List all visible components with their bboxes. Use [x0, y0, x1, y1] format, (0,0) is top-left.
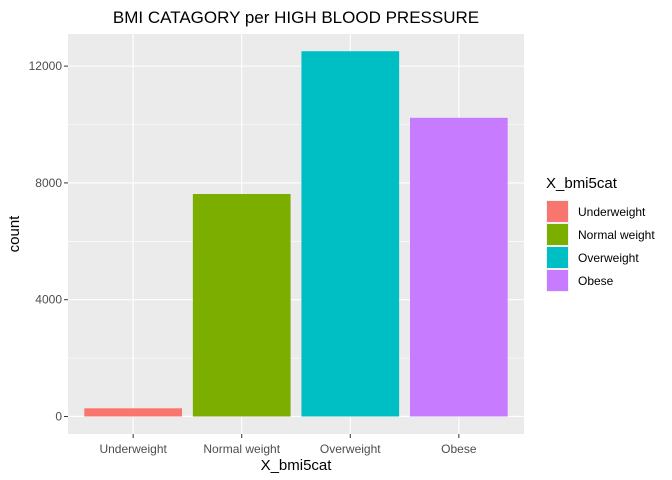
x-tick-label-underweight: Underweight [99, 442, 167, 456]
legend-swatch-underweight [547, 201, 568, 222]
legend-label-underweight: Underweight [578, 205, 646, 219]
y-axis-ticks: 0 4000 8000 12000 [29, 59, 68, 423]
x-axis-title: X_bmi5cat [261, 457, 333, 474]
legend: X_bmi5cat Underweight Normal weight Overwe… [546, 175, 655, 292]
x-tick-label-normal-weight: Normal weight [203, 442, 280, 456]
bars [84, 51, 508, 417]
chart-title: BMI CATAGORY per HIGH BLOOD PRESSURE [113, 8, 479, 27]
bar-overweight [301, 51, 400, 417]
y-tick-label: 4000 [35, 293, 62, 307]
y-axis-title: count [6, 215, 23, 253]
y-tick-label: 8000 [35, 176, 62, 190]
bar-underweight [84, 408, 182, 417]
legend-label-normal-weight: Normal weight [578, 228, 655, 242]
bar-normal-weight [192, 194, 291, 417]
legend-swatch-overweight [547, 247, 568, 268]
legend-label-obese: Obese [578, 274, 614, 288]
legend-title: X_bmi5cat [546, 175, 618, 192]
bar-obese [410, 117, 508, 417]
legend-swatch-normal-weight [547, 224, 568, 245]
y-tick-label: 0 [55, 409, 62, 423]
legend-label-overweight: Overweight [578, 251, 639, 265]
x-tick-label-obese: Obese [441, 442, 477, 456]
legend-swatch-obese [547, 270, 568, 291]
x-tick-label-overweight: Overweight [320, 442, 381, 456]
x-axis-ticks: Underweight Normal weight Overweight Obese [99, 434, 477, 456]
y-tick-label: 12000 [29, 59, 63, 73]
